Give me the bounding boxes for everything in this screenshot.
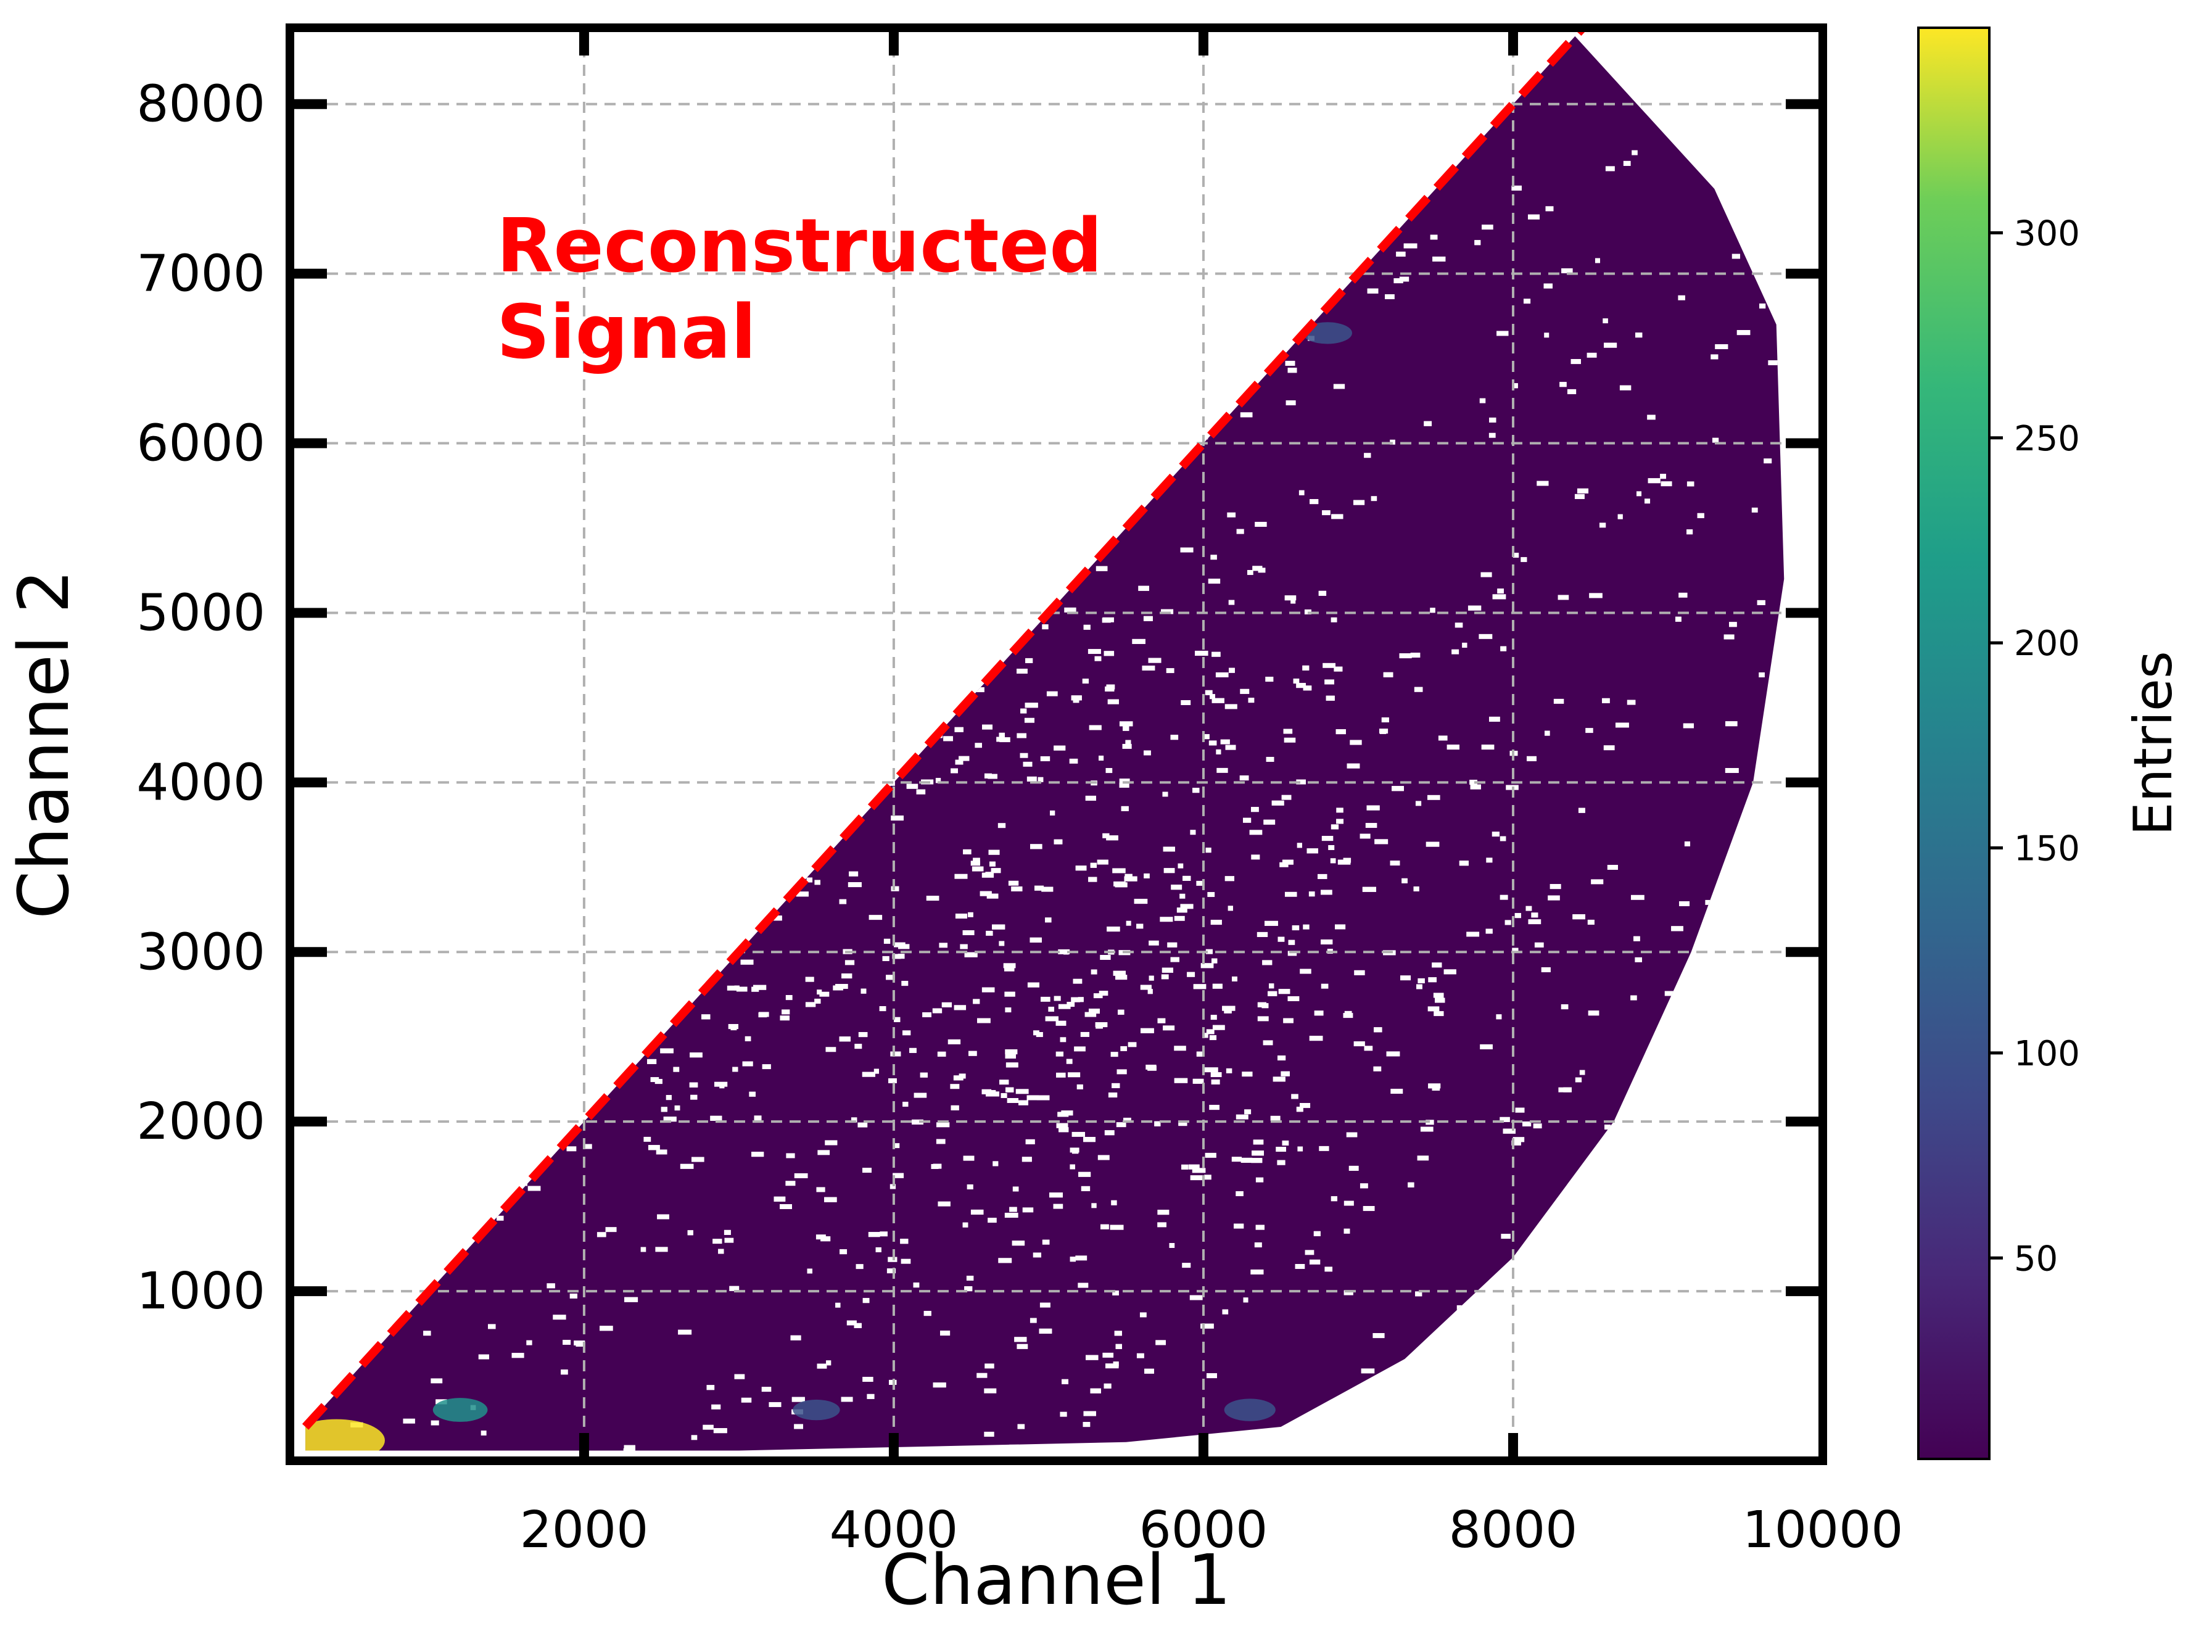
x-tick-label-3: 8000 — [1449, 1501, 1578, 1559]
annotation-line-0: Reconstructed — [497, 204, 1102, 289]
x-tick-label-0: 2000 — [520, 1501, 649, 1559]
x-tick-label-1: 4000 — [830, 1501, 959, 1559]
plot-frame — [286, 23, 1827, 1465]
grid — [290, 28, 1823, 1461]
heatmap-hotspot-0 — [305, 1419, 385, 1451]
y-tick-label-6: 7000 — [136, 245, 265, 304]
y-tick-label-3: 4000 — [136, 753, 265, 812]
heatmap-hotspot-4 — [793, 1399, 840, 1421]
colorbar-tick-label-2: 150 — [2014, 829, 2080, 869]
heatmap-region — [305, 36, 1785, 1451]
annotation-text: Reconstructed Signal — [497, 204, 1102, 376]
colorbar-tick-label-3: 200 — [2014, 624, 2080, 664]
colorbar — [1917, 27, 1991, 1460]
heatmap-hotspot-3 — [1302, 322, 1352, 344]
colorbar-title: Entries — [2123, 651, 2184, 836]
colorbar-tick-label-1: 100 — [2014, 1034, 2080, 1074]
colorbar-tick-label-0: 50 — [2014, 1239, 2058, 1279]
diagonal-dashed-line — [302, 25, 1587, 1430]
y-tick-label-7: 8000 — [136, 75, 265, 134]
colorbar-tick-label-5: 300 — [2014, 213, 2080, 254]
colorbar-ticks: 50 100 150 200 250 300 — [1989, 213, 2080, 1279]
heatmap-hotspot-2 — [1224, 1398, 1276, 1421]
x-axis-title: Channel 1 — [881, 1540, 1231, 1621]
heatmap-hotspot-1 — [432, 1398, 488, 1422]
axis-ticks: 2000 4000 6000 8000 10000 1000 2000 3000 4000 500… — [136, 28, 1903, 1559]
y-tick-label-4: 5000 — [136, 584, 265, 642]
annotation-line-1: Signal — [497, 290, 756, 376]
y-tick-label-5: 6000 — [136, 415, 265, 473]
x-tick-label-4: 10000 — [1743, 1501, 1904, 1559]
diagonal-line-layer — [302, 25, 1587, 1430]
y-tick-label-1: 2000 — [136, 1092, 265, 1151]
x-tick-label-2: 6000 — [1139, 1501, 1268, 1559]
heatmap — [305, 36, 1785, 1451]
y-tick-label-2: 3000 — [136, 923, 265, 981]
colorbar-tick-label-4: 250 — [2014, 419, 2080, 459]
y-tick-label-0: 1000 — [136, 1262, 265, 1321]
y-axis-title: Channel 2 — [4, 569, 85, 919]
